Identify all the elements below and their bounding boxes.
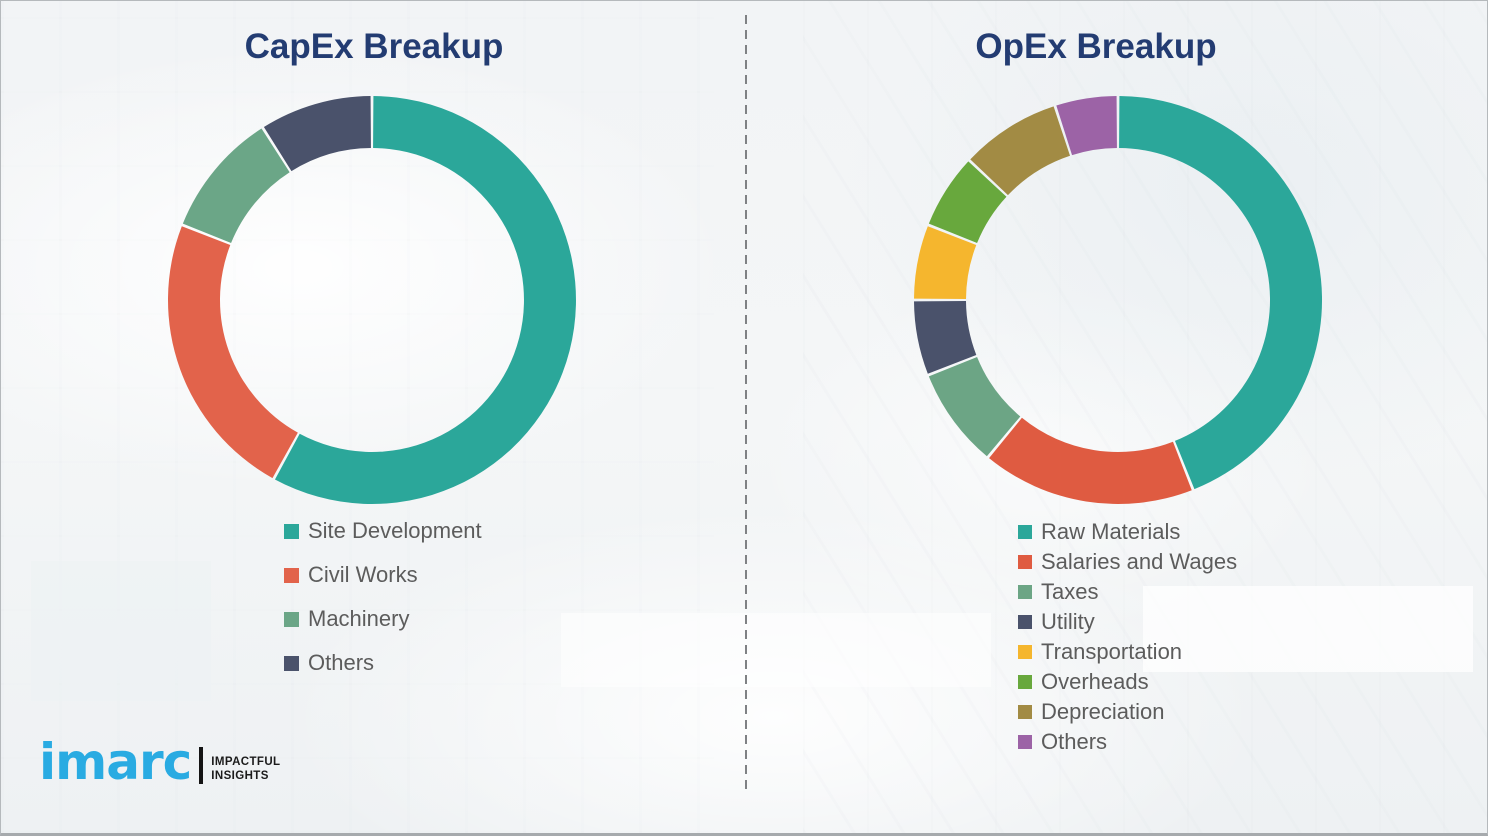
- legend-label-others: Others: [308, 650, 375, 675]
- legend-label-transportation: Transportation: [1041, 639, 1183, 664]
- background-panel: [31, 561, 211, 701]
- legend-label-civil-works: Civil Works: [308, 562, 418, 587]
- legend-swatch-site-development: [284, 523, 299, 539]
- legend-swatch-taxes: [1018, 585, 1032, 599]
- background-panel: [561, 613, 991, 687]
- legend-swatch-machinery: [284, 611, 299, 627]
- legend-label-salaries-and-wages: Salaries and Wages: [1041, 549, 1238, 574]
- capex-breakup-segment-others: [263, 96, 371, 172]
- legend-label-machinery: Machinery: [308, 606, 410, 631]
- logo-divider-bar: [199, 747, 204, 784]
- legend-swatch-raw-materials: [1018, 525, 1032, 539]
- legend-swatch-others: [284, 655, 299, 671]
- legend-label-others: Others: [1041, 729, 1108, 754]
- opex-breakup-segment-overheads: [928, 161, 1007, 244]
- legend-swatch-depreciation: [1018, 705, 1032, 719]
- capex-breakup-segment-civil-works: [168, 226, 298, 479]
- opex-breakup-segment-depreciation: [970, 106, 1071, 196]
- legend-label-utility: Utility: [1041, 609, 1095, 634]
- legend-swatch-others: [1018, 735, 1032, 749]
- legend-item-overheads: Overheads: [1018, 667, 1237, 697]
- opex-breakup-segment-raw-materials: [1119, 96, 1323, 490]
- legend-item-others: Others: [1018, 727, 1237, 757]
- legend-label-depreciation: Depreciation: [1041, 699, 1165, 724]
- opex-breakup-segment-transportation: [914, 226, 977, 299]
- legend-swatch-salaries-and-wages: [1018, 555, 1032, 569]
- legend-item-machinery: Machinery: [284, 597, 482, 641]
- legend-label-raw-materials: Raw Materials: [1041, 519, 1181, 544]
- logo-tagline-line2: INSIGHTS: [211, 769, 269, 782]
- opex-donut-chart: [914, 96, 1323, 504]
- legend-swatch-transportation: [1018, 645, 1032, 659]
- imarc-logo: imarc IMPACTFUL INSIGHTS: [39, 734, 280, 790]
- opex-legend: Raw Materials Salaries and Wages Taxes Util…: [1018, 517, 1237, 757]
- legend-item-raw-materials: Raw Materials: [1018, 517, 1237, 547]
- legend-item-depreciation: Depreciation: [1018, 697, 1237, 727]
- legend-item-salaries-and-wages: Salaries and Wages: [1018, 547, 1237, 577]
- legend-label-overheads: Overheads: [1041, 669, 1149, 694]
- legend-item-site-development: Site Development: [284, 509, 482, 553]
- capex-legend: Site Development Civil Works Machinery Othe…: [284, 509, 482, 685]
- legend-label-site-development: Site Development: [308, 518, 482, 543]
- legend-swatch-civil-works: [284, 567, 299, 583]
- capex-donut-chart: [168, 96, 576, 504]
- logo-tagline: IMPACTFUL INSIGHTS: [211, 756, 280, 790]
- imarc-logo-text: imarc: [39, 733, 192, 791]
- logo-tagline-line1: IMPACTFUL: [211, 756, 281, 768]
- capex-chart-title: CapEx Breakup: [244, 27, 504, 66]
- dashed-divider-line: [745, 15, 747, 793]
- opex-breakup-segment-salaries-and-wages: [989, 417, 1192, 504]
- opex-chart-title: OpEx Breakup: [975, 27, 1217, 66]
- legend-swatch-overheads: [1018, 675, 1032, 689]
- legend-swatch-utility: [1018, 615, 1032, 629]
- opex-breakup-segment-taxes: [928, 356, 1021, 457]
- opex-breakup-segment-others: [1056, 96, 1117, 156]
- legend-item-others: Others: [284, 641, 482, 685]
- capex-breakup-segment-site-development: [274, 96, 576, 504]
- legend-item-civil-works: Civil Works: [284, 553, 482, 597]
- legend-item-transportation: Transportation: [1018, 637, 1237, 667]
- capex-breakup-segment-machinery: [182, 128, 290, 244]
- legend-label-taxes: Taxes: [1041, 579, 1099, 604]
- opex-breakup-segment-utility: [914, 301, 977, 374]
- legend-item-taxes: Taxes: [1018, 577, 1237, 607]
- legend-item-utility: Utility: [1018, 607, 1237, 637]
